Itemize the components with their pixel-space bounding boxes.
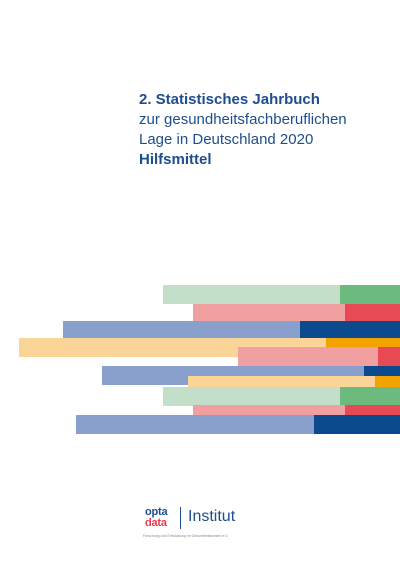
bar-7-light [188,376,375,387]
title-line-4: Hilfsmittel [139,151,212,168]
bar-8-dark [340,387,400,406]
bar-8-light [163,387,340,406]
bar-3-light [63,321,300,340]
bar-9-light [193,405,345,415]
bar-5-light [238,347,378,366]
bar-9-dark [345,405,400,415]
title-block: 2. Statistisches Jahrbuch zur gesundheit… [139,90,394,170]
bar-10-light [76,415,314,434]
logo-institut-label: Institut [188,508,236,525]
bar-7-dark [375,376,400,387]
bar-1-dark [340,285,400,304]
bar-2-light [193,304,345,323]
optadata-logo-mark: opta data [143,506,177,532]
logo-brand-top: opta [145,506,168,518]
bar-3-dark [300,321,400,340]
title-line-3: Lage in Deutschland 2020 [139,131,314,148]
bar-1-light [163,285,340,304]
logo-divider [180,507,181,529]
bar-5-dark [378,347,400,366]
title-line-1: 2. Statistisches Jahrbuch [139,91,320,108]
logo-tagline: Forschung und Entwicklung im Gesundheits… [143,534,229,538]
bar-2-dark [345,304,400,323]
title-line-2: zur gesundheitsfachberuflichen [139,111,347,128]
bar-10-dark [314,415,400,434]
logo-brand-bottom: data [145,517,167,529]
optadata-institut-logo: opta data Institut Forschung und Entwick… [143,506,263,546]
